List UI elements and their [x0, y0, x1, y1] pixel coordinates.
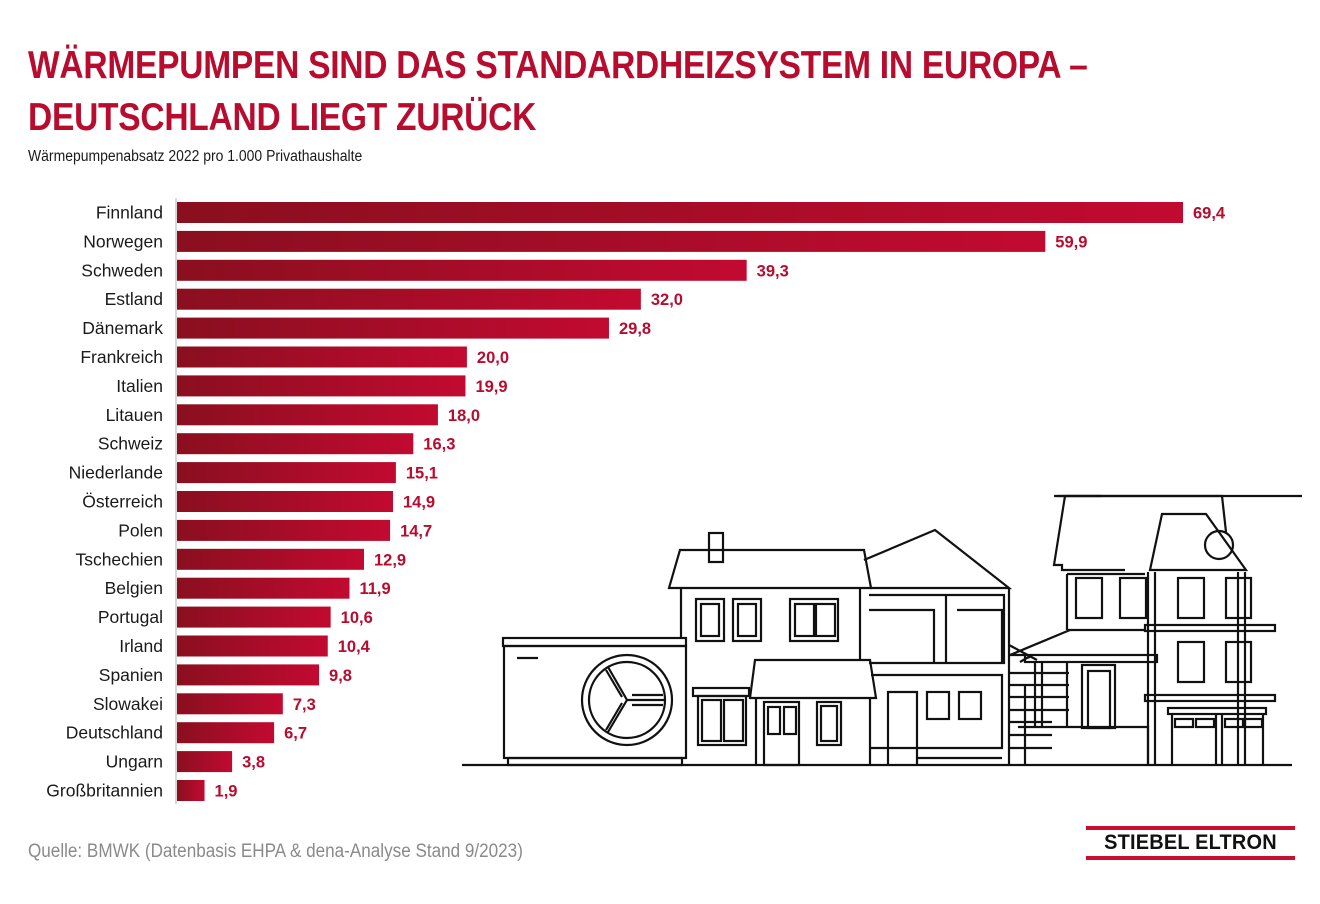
category-label: Estland	[105, 289, 163, 309]
bar	[177, 664, 320, 686]
bar	[177, 635, 328, 657]
bar	[177, 202, 1183, 223]
heat-pump-icon	[501, 636, 688, 767]
category-label: Ungarn	[106, 752, 163, 772]
value-label: 11,9	[359, 580, 390, 598]
bar-chart: Finnland 69,4 Norwegen 59,9 Schweden 39,3 Estl…	[46, 198, 1226, 804]
category-label: Dänemark	[82, 318, 163, 338]
value-label: 10,4	[338, 638, 371, 656]
value-label: 59,9	[1055, 233, 1087, 251]
house-left	[667, 531, 878, 767]
bar	[177, 433, 414, 455]
source-note: Quelle: BMWK (Datenbasis EHPA & dena-Ana…	[28, 841, 523, 862]
value-label: 12,9	[374, 551, 406, 569]
bar	[177, 577, 350, 599]
value-label: 7,3	[293, 696, 316, 714]
bar	[177, 375, 466, 397]
value-label: 29,8	[619, 320, 651, 338]
stiebel-eltron-logo: STIEBEL ELTRON	[1086, 826, 1295, 860]
bar	[177, 751, 233, 773]
bar	[177, 780, 205, 801]
category-label: Polen	[118, 520, 163, 540]
title-line-2: DEUTSCHLAND LIEGT ZURÜCK	[28, 96, 537, 139]
category-label: Irland	[119, 636, 163, 656]
bar	[177, 722, 275, 744]
bar	[177, 317, 609, 339]
value-label: 32,0	[651, 291, 683, 309]
value-label: 20,0	[477, 349, 509, 367]
category-label: Slowakei	[93, 694, 163, 714]
value-label: 69,4	[1193, 205, 1226, 223]
category-label: Deutschland	[66, 723, 163, 743]
category-label: Italien	[116, 376, 163, 396]
category-label: Schweden	[81, 260, 163, 280]
category-label: Großbritannien	[46, 781, 163, 801]
category-label: Spanien	[99, 665, 163, 685]
chart-subtitle: Wärmepumpenabsatz 2022 pro 1.000 Privath…	[28, 148, 363, 165]
category-label: Belgien	[105, 578, 163, 598]
chart-title: WÄRMEPUMPEN SIND DAS STANDARDHEIZSYSTEM …	[28, 40, 1088, 144]
bar	[177, 288, 641, 310]
bar	[177, 519, 391, 541]
value-label: 9,8	[329, 667, 352, 685]
value-label: 39,3	[757, 262, 789, 280]
bar	[177, 462, 396, 484]
bar	[177, 606, 331, 628]
bar	[177, 230, 1046, 252]
bar	[177, 404, 438, 426]
bar	[177, 548, 364, 570]
category-label: Tschechien	[75, 549, 163, 569]
logo-rule-bottom	[1086, 856, 1295, 860]
logo-text: STIEBEL ELTRON	[1104, 831, 1277, 854]
category-label: Portugal	[98, 607, 163, 627]
category-label: Frankreich	[80, 347, 163, 367]
value-label: 10,6	[341, 609, 373, 627]
value-label: 19,9	[475, 378, 507, 396]
bar	[177, 259, 747, 281]
logo-rule-top	[1086, 826, 1295, 830]
value-label: 14,9	[403, 494, 435, 512]
house-right	[1009, 494, 1302, 765]
bar	[177, 693, 283, 715]
category-label: Niederlande	[69, 463, 163, 483]
category-label: Österreich	[82, 492, 163, 512]
category-label: Schweiz	[98, 434, 163, 454]
houses-illustration	[462, 494, 1302, 767]
value-label: 16,3	[423, 436, 455, 454]
value-label: 15,1	[406, 465, 438, 483]
value-label: 3,8	[242, 754, 265, 772]
bar	[177, 346, 467, 368]
value-label: 6,7	[284, 725, 307, 743]
title-line-1: WÄRMEPUMPEN SIND DAS STANDARDHEIZSYSTEM …	[28, 44, 1088, 87]
category-label: Finnland	[96, 203, 163, 223]
value-label: 18,0	[448, 407, 480, 425]
bar	[177, 491, 393, 512]
house-middle	[863, 528, 1069, 765]
value-label: 14,7	[400, 522, 432, 540]
category-label: Litauen	[106, 405, 163, 425]
value-label: 1,9	[215, 783, 238, 801]
category-label: Norwegen	[83, 231, 163, 251]
